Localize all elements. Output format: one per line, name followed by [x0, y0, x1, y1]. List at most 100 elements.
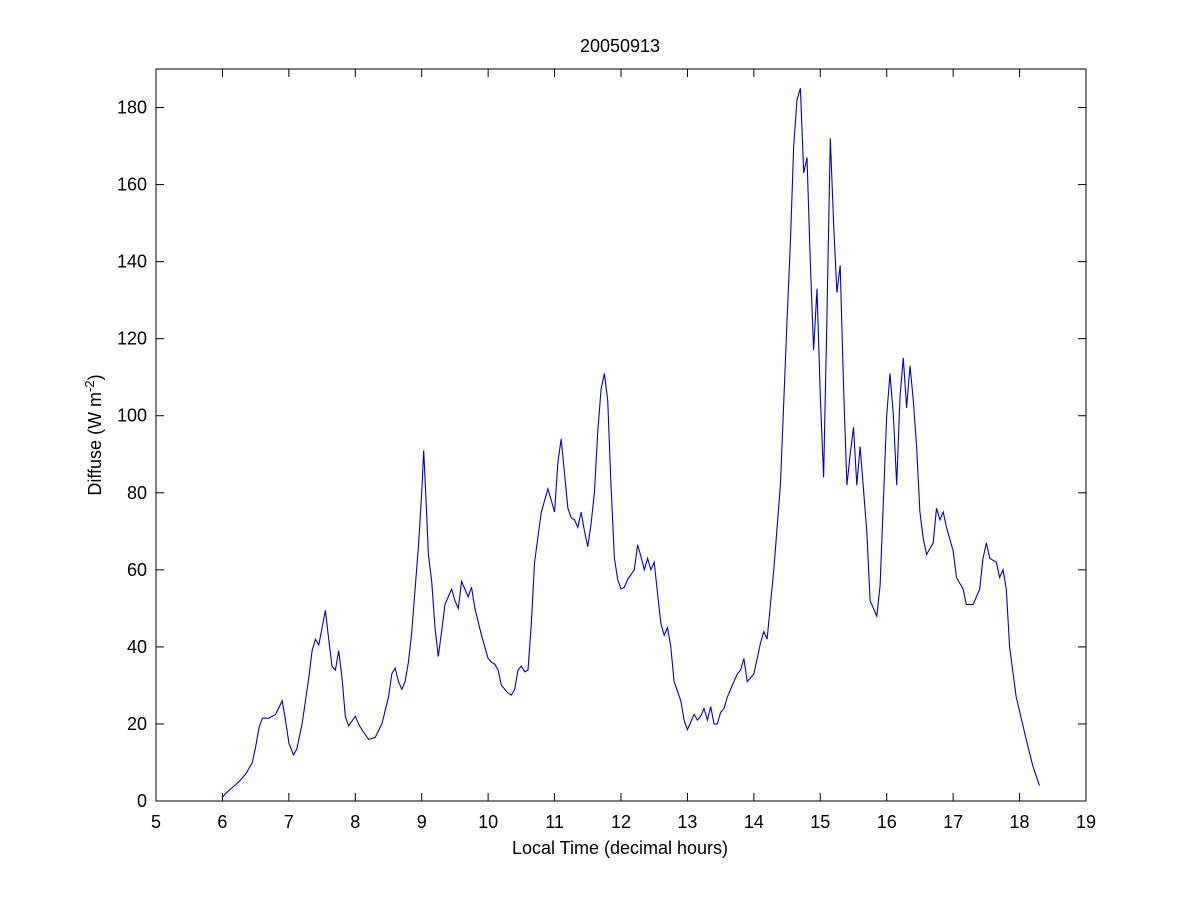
data-point — [710, 706, 711, 707]
series-line — [221, 88, 1041, 798]
data-point — [225, 793, 226, 794]
data-point — [438, 656, 439, 657]
data-point — [1032, 766, 1033, 767]
y-tick-label: 40 — [127, 637, 147, 657]
data-point — [803, 172, 804, 173]
data-point — [886, 415, 887, 416]
data-point — [986, 542, 987, 543]
data-point — [996, 562, 997, 563]
x-tick-label: 15 — [810, 812, 830, 832]
data-point — [322, 627, 323, 628]
x-axis: 5 6 7 8 9 10 11 12 13 14 15 16 17 18 19 — [151, 69, 1096, 832]
data-point — [524, 671, 525, 672]
data-point — [773, 569, 774, 570]
data-point — [740, 669, 741, 670]
data-point — [919, 511, 920, 512]
data-point — [664, 635, 665, 636]
data-point — [926, 554, 927, 555]
data-point — [956, 577, 957, 578]
data-point — [667, 627, 668, 628]
data-point — [511, 695, 512, 696]
data-point — [275, 714, 276, 715]
data-point — [627, 579, 628, 580]
data-point — [331, 666, 332, 667]
x-tick-label: 19 — [1076, 812, 1096, 832]
data-point — [1006, 589, 1007, 590]
data-point — [282, 700, 283, 701]
data-point — [584, 531, 585, 532]
data-point — [594, 492, 595, 493]
data-point — [547, 488, 548, 489]
data-point — [471, 587, 472, 588]
data-point — [1009, 646, 1010, 647]
data-point — [375, 737, 376, 738]
data-point — [813, 350, 814, 351]
data-point — [461, 581, 462, 582]
data-point — [856, 485, 857, 486]
x-axis-label: Local Time (decimal hours) — [512, 838, 728, 858]
data-point — [916, 446, 917, 447]
data-point — [1002, 569, 1003, 570]
data-point — [816, 288, 817, 289]
data-point — [889, 373, 890, 374]
data-point — [617, 579, 618, 580]
y-axis-label-main: Diffuse (W m — [85, 392, 105, 496]
data-point — [368, 739, 369, 740]
data-point — [939, 519, 940, 520]
data-point — [650, 569, 651, 570]
data-point — [640, 556, 641, 557]
x-tick-label: 18 — [1010, 812, 1030, 832]
data-point — [680, 700, 681, 701]
data-point — [727, 696, 728, 697]
data-point — [571, 517, 572, 518]
data-point — [302, 723, 303, 724]
x-tick-label: 7 — [284, 812, 294, 832]
data-point — [408, 662, 409, 663]
data-point — [899, 396, 900, 397]
data-point — [717, 723, 718, 724]
data-point — [684, 720, 685, 721]
data-point — [757, 658, 758, 659]
data-point — [431, 581, 432, 582]
data-point — [713, 723, 714, 724]
data-point — [348, 725, 349, 726]
data-point — [517, 669, 518, 670]
data-point — [474, 608, 475, 609]
data-point — [481, 635, 482, 636]
y-axis-label: Diffuse (W m-2) — [82, 374, 105, 495]
data-point — [690, 721, 691, 722]
data-point — [318, 644, 319, 645]
data-point — [880, 585, 881, 586]
y-tick-label: 20 — [127, 714, 147, 734]
data-point — [893, 415, 894, 416]
y-tick-label: 160 — [117, 175, 147, 195]
x-tick-label: 9 — [417, 812, 427, 832]
data-point — [826, 319, 827, 320]
data-point — [328, 639, 329, 640]
data-point — [982, 558, 983, 559]
data-point — [846, 485, 847, 486]
data-point — [341, 677, 342, 678]
data-point — [674, 681, 675, 682]
data-point — [418, 546, 419, 547]
data-point — [607, 400, 608, 401]
y-tick-label: 0 — [137, 791, 147, 811]
y-tick-label: 80 — [127, 483, 147, 503]
data-point — [840, 265, 841, 266]
y-tick-label: 60 — [127, 560, 147, 580]
data-point — [491, 662, 492, 663]
data-point — [591, 523, 592, 524]
data-point — [454, 600, 455, 601]
x-tick-label: 6 — [217, 812, 227, 832]
data-point — [567, 508, 568, 509]
chart-title: 20050913 — [580, 36, 660, 56]
data-point — [913, 400, 914, 401]
data-point — [610, 485, 611, 486]
data-point — [936, 508, 937, 509]
y-tick-label: 140 — [117, 252, 147, 272]
data-point — [604, 373, 605, 374]
data-point — [737, 673, 738, 674]
data-point — [946, 527, 947, 528]
data-point — [425, 492, 426, 493]
